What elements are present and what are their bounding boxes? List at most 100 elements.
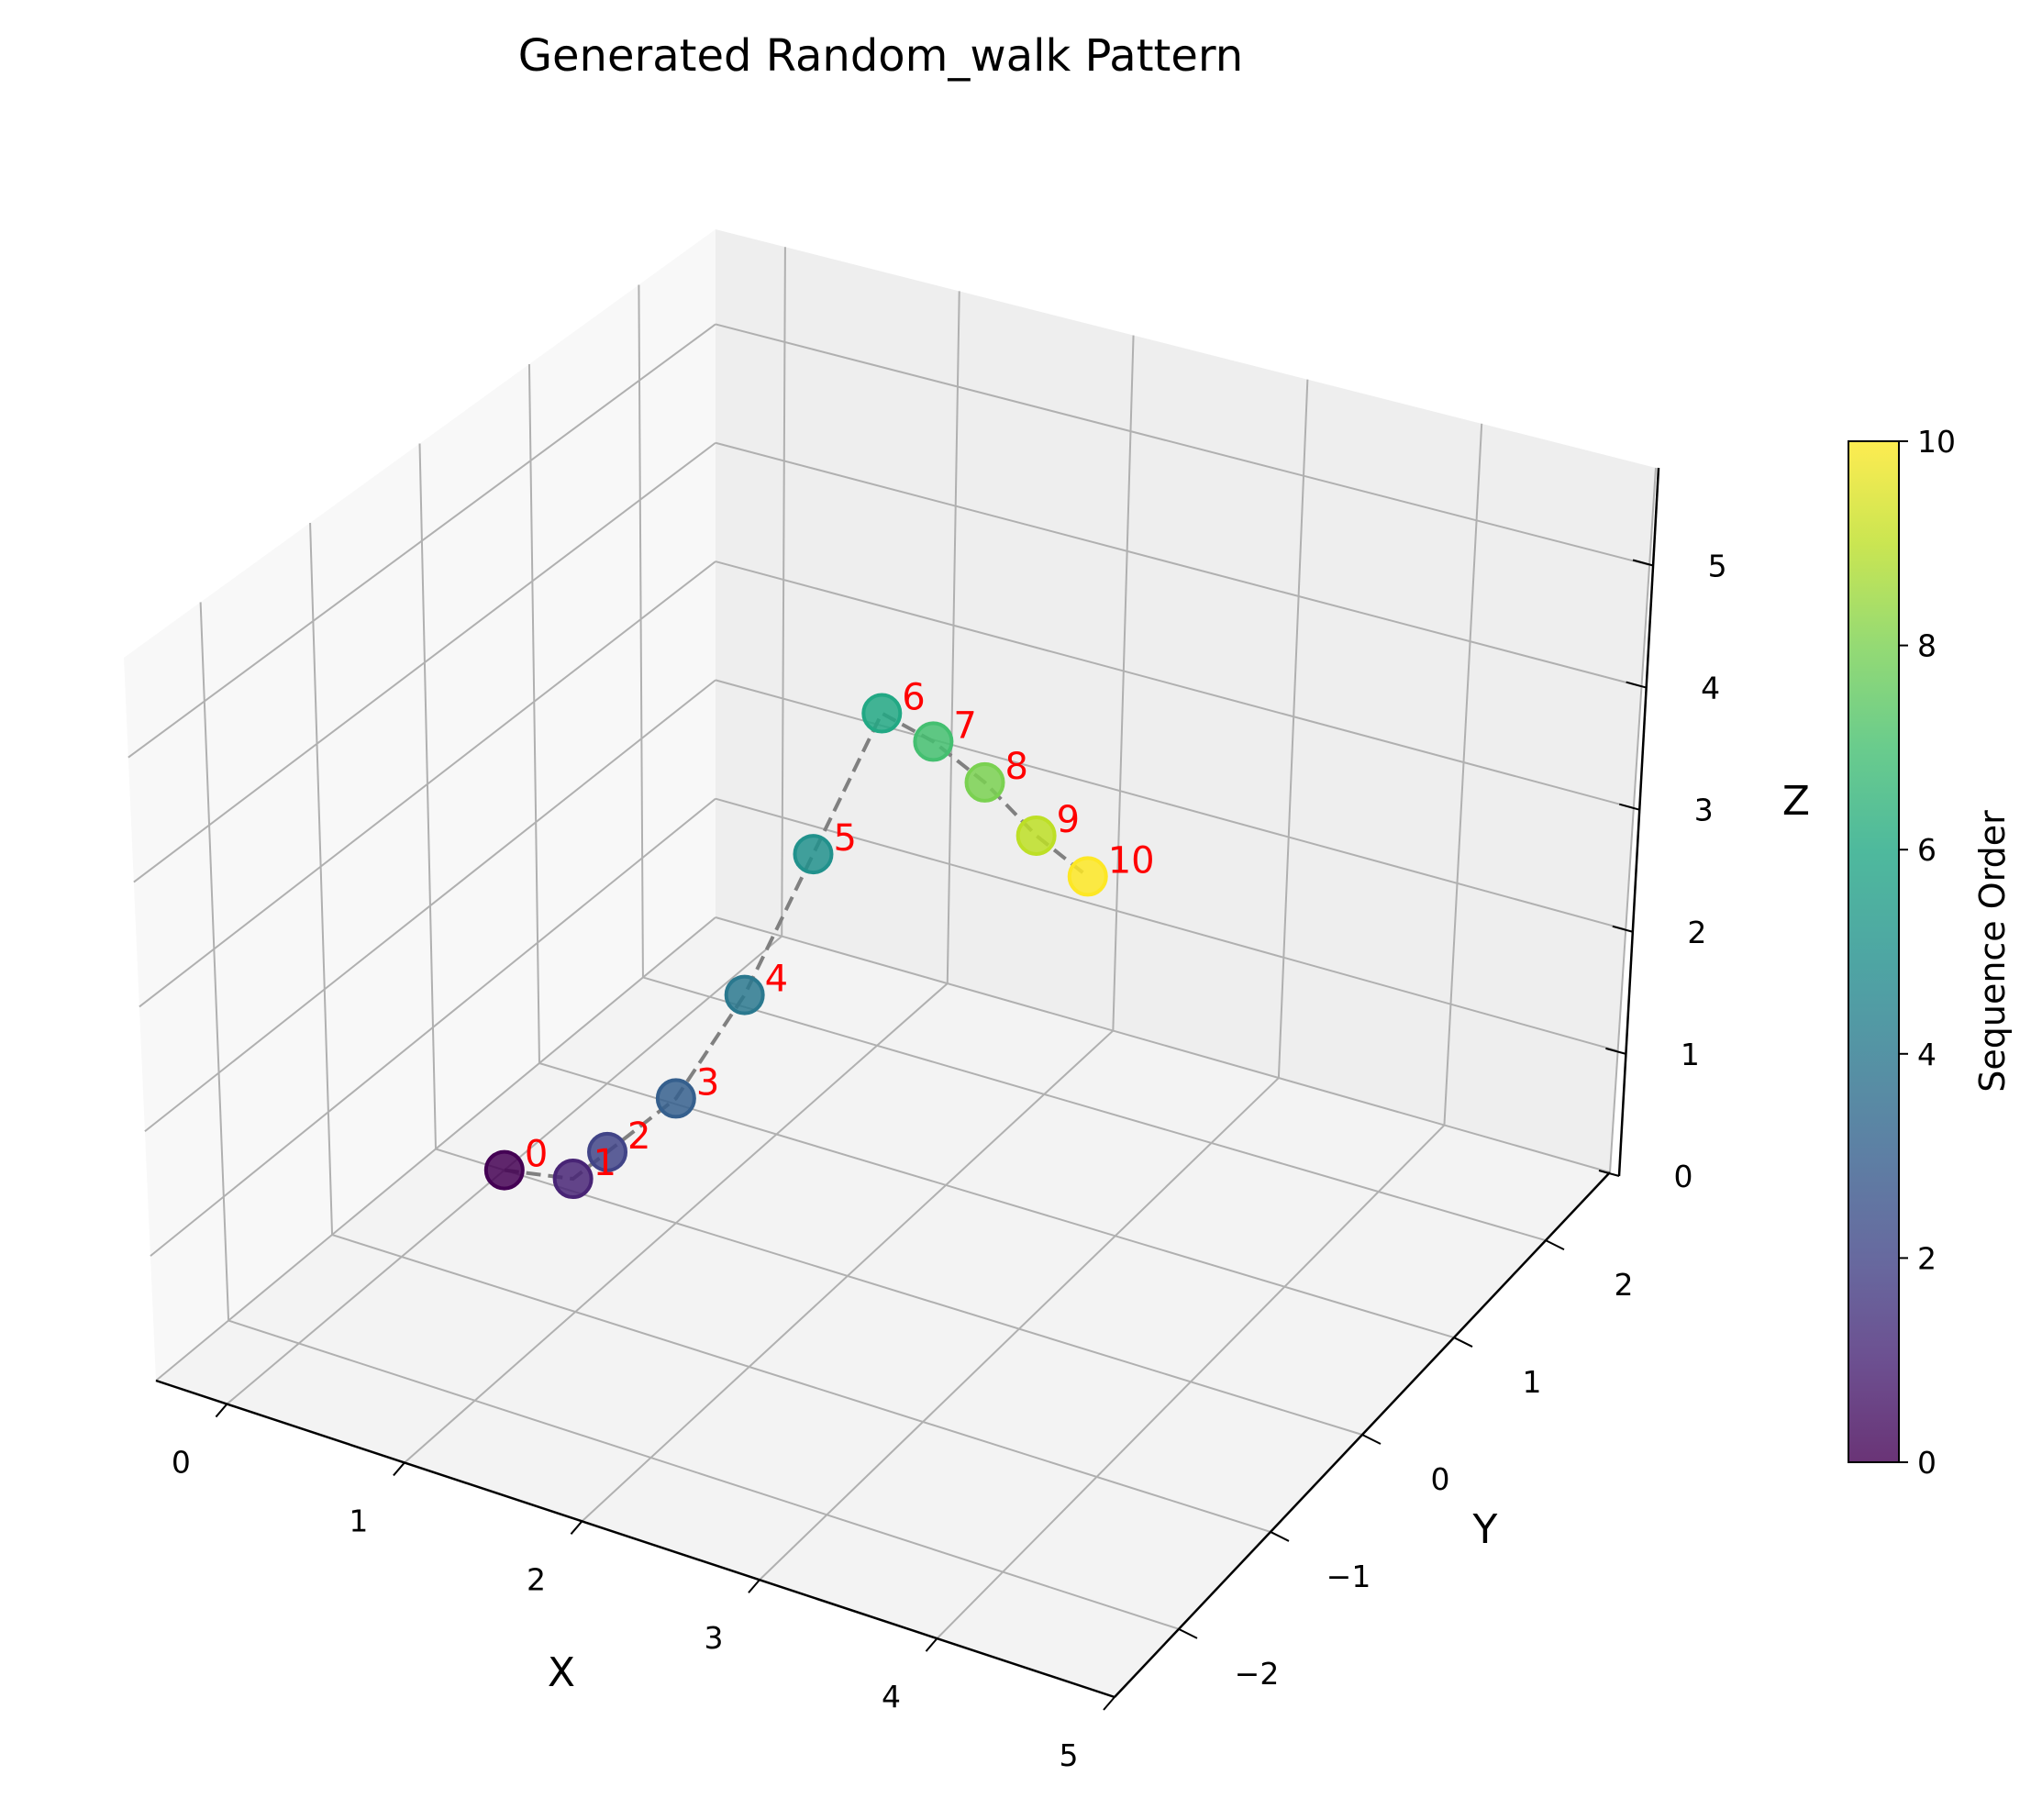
floor-pane <box>156 917 1610 1697</box>
colorbar-tick-label: 6 <box>1917 832 1937 868</box>
y-tick-label: 2 <box>1615 1267 1634 1303</box>
x-tick <box>1103 1696 1115 1711</box>
data-point <box>655 1078 696 1119</box>
axes-panes <box>124 229 1656 1697</box>
left-grid-z <box>139 560 716 1008</box>
y-tick-label: −1 <box>1326 1559 1371 1594</box>
left-grid-z <box>144 679 716 1133</box>
left-grid-z <box>150 797 716 1257</box>
z-tick-label: 2 <box>1687 915 1706 950</box>
back-grid-x <box>1277 379 1309 1079</box>
back-grid-x <box>1609 467 1657 1173</box>
colorbar-tick-label: 0 <box>1917 1445 1937 1481</box>
z-tick <box>1632 559 1654 567</box>
left-grid-y <box>638 284 644 978</box>
point-label: 3 <box>696 1061 719 1104</box>
x-axis-label: X <box>548 1649 575 1696</box>
back-grid-z <box>715 797 1618 1052</box>
z-tick-label: 1 <box>1681 1037 1700 1072</box>
y-axis-label: Y <box>1472 1506 1498 1553</box>
x-tick <box>748 1579 760 1593</box>
z-tick <box>1598 1170 1620 1177</box>
left-pane <box>124 229 716 1381</box>
data-points <box>483 693 1108 1200</box>
left-grid-z <box>128 323 716 759</box>
data-point <box>587 1131 628 1172</box>
colorbar-label: Sequence Order <box>1972 810 2013 1093</box>
back-grid-x <box>781 247 786 937</box>
floor-grid-y <box>435 1148 1363 1436</box>
point-label: 1 <box>594 1142 616 1184</box>
left-grid-y <box>309 522 334 1236</box>
data-point <box>1015 815 1057 856</box>
z-tick <box>1626 681 1647 689</box>
point-label: 6 <box>902 677 925 719</box>
x-tick <box>393 1461 405 1477</box>
x-tick-label: 2 <box>527 1561 546 1597</box>
z-axis-line <box>1617 467 1660 1177</box>
y-tick <box>1178 1627 1198 1639</box>
floor-grid-y <box>331 1234 1271 1533</box>
data-point <box>483 1149 525 1191</box>
z-tick <box>1618 803 1640 811</box>
z-axis-label: Z <box>1782 778 1810 825</box>
grid-lines <box>128 247 1657 1698</box>
left-grid-y <box>418 443 437 1149</box>
y-tick <box>1270 1531 1290 1542</box>
colorbar-tick-label: 8 <box>1917 628 1937 664</box>
z-tick-label: 0 <box>1674 1159 1693 1194</box>
data-point <box>861 693 903 734</box>
data-point <box>552 1159 594 1200</box>
y-tick <box>1453 1337 1473 1348</box>
x-tick-label: 5 <box>1060 1737 1079 1773</box>
y-tick-label: −2 <box>1235 1656 1280 1692</box>
z-tick-label: 4 <box>1701 671 1720 706</box>
y-tick-label: 1 <box>1523 1364 1542 1400</box>
back-grid-z <box>715 916 1611 1173</box>
data-point <box>793 834 834 875</box>
x-tick <box>215 1403 228 1418</box>
colorbar-ticks: 0 2 4 6 8 10 <box>1899 424 1956 1481</box>
back-grid-z <box>715 323 1650 566</box>
point-label: 10 <box>1108 839 1155 882</box>
back-pane <box>716 229 1656 1172</box>
point-label: 5 <box>833 817 856 860</box>
z-tick <box>1612 925 1634 933</box>
left-grid-y <box>527 364 540 1063</box>
x-tick <box>570 1520 583 1535</box>
z-tick-label: 5 <box>1708 548 1727 583</box>
point-label: 9 <box>1057 799 1080 841</box>
back-grid-x <box>1112 335 1135 1031</box>
x-tick-label: 0 <box>172 1445 191 1481</box>
point-label: 0 <box>525 1134 548 1176</box>
x-tick-label: 1 <box>349 1503 368 1538</box>
colorbar-tick-label: 10 <box>1917 424 1956 460</box>
data-point <box>964 761 1005 803</box>
back-grid-z <box>715 441 1642 688</box>
point-label: 2 <box>627 1115 650 1158</box>
x-tick <box>925 1637 938 1652</box>
left-grid-y <box>199 602 230 1321</box>
x-tick-label: 4 <box>882 1679 901 1715</box>
floor-grid-y <box>642 976 1547 1242</box>
colorbar-tick-label: 2 <box>1917 1240 1937 1276</box>
floor-grid-y <box>228 1319 1180 1630</box>
left-grid-z <box>155 916 716 1382</box>
point-label: 7 <box>953 705 976 747</box>
left-grid-z <box>133 441 716 883</box>
y-tick <box>1545 1239 1565 1251</box>
back-grid-x <box>946 291 960 984</box>
colorbar: 0 2 4 6 8 10 Sequence Order <box>1848 424 2013 1481</box>
point-label: 8 <box>1005 746 1028 788</box>
colorbar-tick-label: 4 <box>1917 1037 1937 1072</box>
point-label: 4 <box>765 959 788 1001</box>
chart-title: Generated Random_walk Pattern <box>518 30 1243 82</box>
y-tick <box>1361 1434 1382 1445</box>
colorbar-gradient <box>1848 440 1900 1463</box>
y-tick-label: 0 <box>1431 1461 1450 1497</box>
x-tick-label: 3 <box>704 1620 723 1656</box>
data-point <box>913 721 954 762</box>
